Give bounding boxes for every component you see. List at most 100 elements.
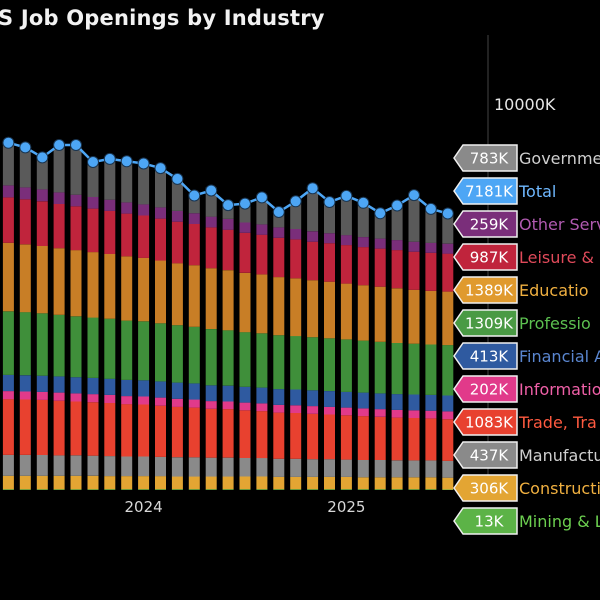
- bar-segment: [256, 274, 268, 334]
- bar-segment: [357, 237, 369, 248]
- bar-segment: [357, 489, 369, 490]
- end-label-value: 413K: [470, 348, 510, 366]
- bar-segment: [357, 408, 369, 417]
- bar-segment: [87, 252, 99, 318]
- bar-segment: [222, 409, 234, 458]
- bar-segment: [425, 291, 437, 345]
- bar-segment: [307, 476, 319, 490]
- y-tick-label: 10000K: [494, 95, 556, 114]
- bar-segment: [408, 251, 420, 290]
- bar-segment: [324, 233, 335, 244]
- bar-segment: [239, 232, 251, 273]
- total-point: [239, 197, 251, 210]
- bar-segment: [104, 254, 116, 319]
- end-label-name: Trade, Tra: [518, 413, 597, 432]
- bar-segment: [222, 229, 234, 271]
- bar-segment: [36, 391, 48, 400]
- end-label-tag: [453, 342, 518, 370]
- bar-segment: [70, 393, 82, 402]
- bar-segment: [391, 288, 403, 343]
- bar-segment: [408, 343, 420, 395]
- total-point: [255, 191, 268, 204]
- bar-segment: [307, 489, 319, 490]
- end-label-value: 259K: [470, 216, 510, 234]
- bar-segment: [239, 272, 251, 333]
- bar-segment: [442, 419, 454, 461]
- bar-segment: [121, 456, 133, 477]
- bar-segment: [155, 489, 166, 490]
- end-label-name: Leisure & H: [519, 248, 600, 267]
- end-label-tag: [453, 375, 518, 403]
- bar-segment: [87, 402, 99, 456]
- bar-segment: [70, 401, 82, 456]
- bar-segment: [171, 398, 183, 407]
- bar-segment: [70, 206, 82, 251]
- bar-segment: [53, 392, 65, 401]
- bar-segment: [205, 329, 217, 386]
- bar-segment: [290, 239, 302, 279]
- bar-segment: [205, 385, 217, 402]
- bar-segment: [391, 250, 403, 289]
- bar-segment: [171, 476, 183, 490]
- bar-segment: [53, 376, 65, 393]
- total-point: [441, 207, 454, 220]
- bar-segment: [53, 455, 65, 476]
- bar-segment: [239, 476, 251, 490]
- bar-segment: [408, 418, 420, 461]
- bar-segment: [70, 316, 82, 378]
- total-point: [70, 139, 82, 151]
- chart-title: S Job Openings by Industry: [0, 6, 325, 30]
- bar-segment: [340, 476, 352, 490]
- bar-segment: [222, 219, 234, 230]
- bar-segment: [273, 404, 285, 413]
- bar-segment: [408, 241, 420, 252]
- bar-segment: [138, 215, 150, 258]
- bar-segment: [273, 489, 285, 490]
- bar-segment: [171, 263, 183, 326]
- bar-segment: [391, 240, 403, 251]
- bar-segment: [205, 457, 217, 477]
- bar-segment: [36, 375, 48, 392]
- bar-segment: [273, 335, 285, 390]
- total-point: [53, 139, 66, 151]
- bar-segment: [357, 416, 369, 460]
- bar-segment: [2, 185, 14, 198]
- bar-segment: [256, 234, 268, 275]
- bar-segment: [121, 379, 133, 397]
- bar-segment: [87, 197, 99, 209]
- bar-segment: [239, 332, 251, 387]
- bar-segment: [290, 336, 302, 390]
- bar-segment: [425, 205, 437, 243]
- bar-segment: [138, 396, 150, 405]
- bar-segment: [138, 456, 150, 477]
- end-labels: 783K Governme 7181K Total 259K Other Serv 987K…: [453, 144, 600, 535]
- bar-segment: [442, 213, 454, 244]
- bar-segment: [188, 407, 200, 458]
- bar-segment: [256, 489, 268, 490]
- bar-segment: [87, 378, 99, 395]
- bar-segment: [374, 489, 386, 490]
- bar-segment: [408, 460, 420, 478]
- bar-segment: [87, 208, 99, 253]
- bar-segment: [273, 412, 285, 459]
- bar-segment: [290, 489, 302, 490]
- bar-segment: [239, 410, 251, 458]
- bar-segment: [374, 286, 386, 342]
- bar-segment: [324, 489, 335, 490]
- bar-segment: [188, 489, 200, 490]
- bar-segment: [340, 407, 352, 416]
- end-label-name: Manufactu: [519, 446, 600, 465]
- x-tick-label: 2024: [125, 498, 163, 516]
- bar-segment: [171, 457, 183, 477]
- bar-segment: [290, 405, 302, 413]
- bar-segment: [340, 235, 352, 246]
- end-label-name: Professio: [519, 314, 591, 333]
- end-label-name: Total: [518, 182, 556, 201]
- end-label-name: Information: [519, 380, 600, 399]
- bar-segment: [138, 321, 150, 381]
- bar-segment: [19, 375, 31, 392]
- bar-segment: [53, 145, 65, 193]
- bar-segment: [340, 391, 352, 408]
- bar-segment: [290, 476, 302, 490]
